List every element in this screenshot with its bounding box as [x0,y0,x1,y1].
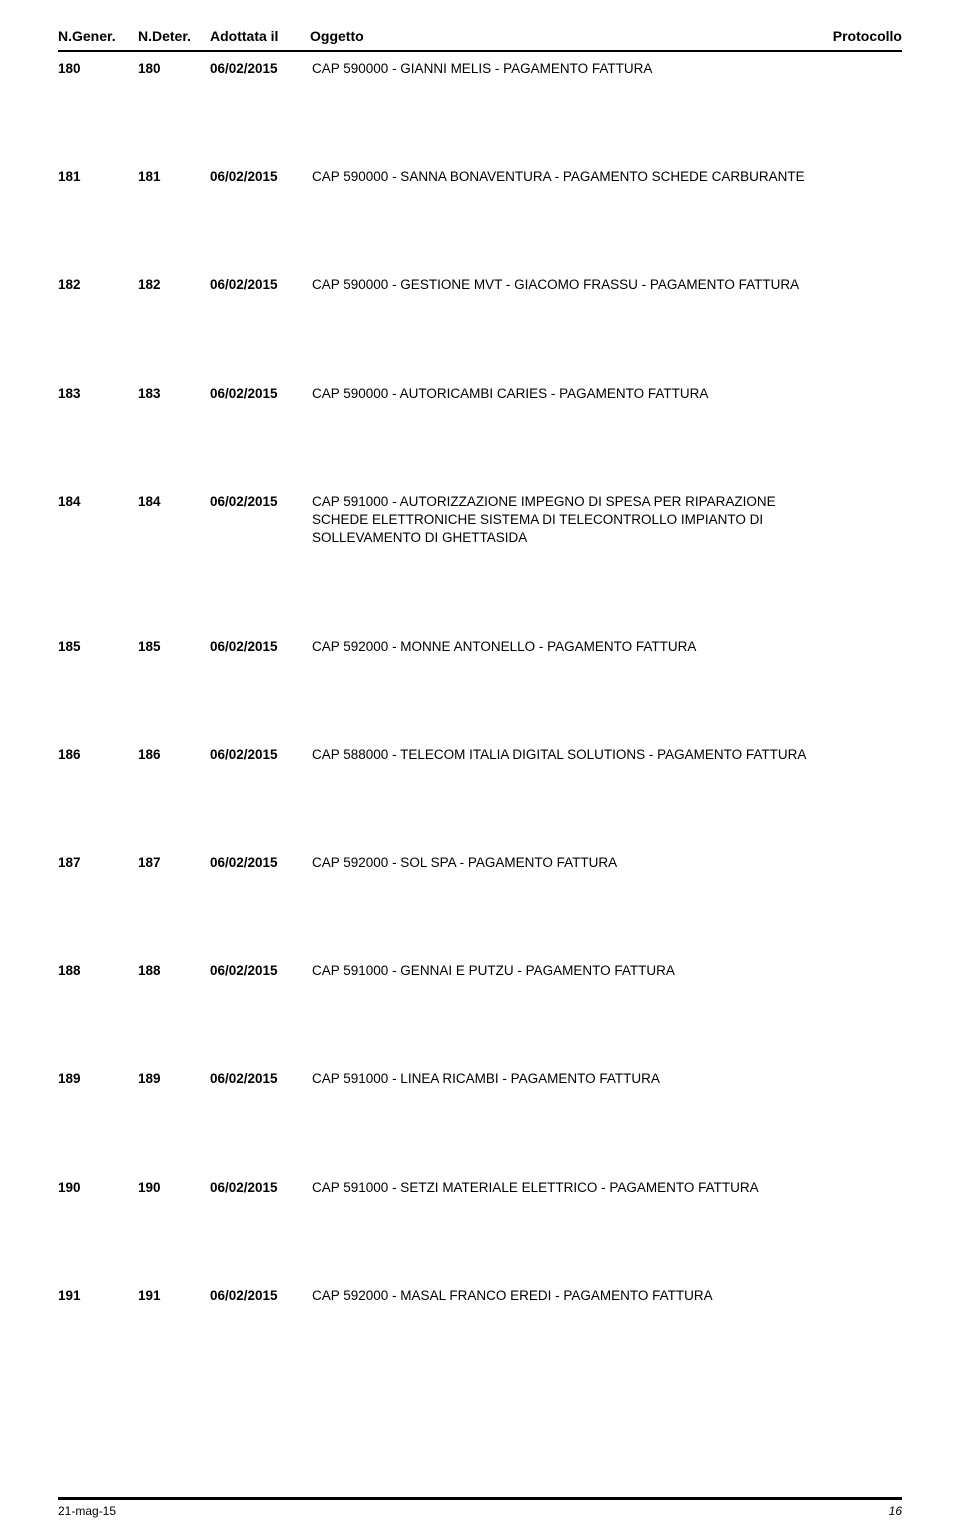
cell-gener: 181 [58,168,138,186]
table-row: 19019006/02/2015CAP 591000 - SETZI MATER… [58,1171,902,1197]
cell-adottata: 06/02/2015 [210,1179,312,1197]
table-row: 18618606/02/2015CAP 588000 - TELECOM ITA… [58,738,902,764]
cell-gener: 183 [58,385,138,403]
cell-gener: 188 [58,962,138,980]
cell-adottata: 06/02/2015 [210,854,312,872]
cell-oggetto: CAP 591000 - GENNAI E PUTZU - PAGAMENTO … [312,962,902,980]
footer-page-number: 16 [889,1504,902,1518]
header-oggetto: Oggetto [310,28,812,44]
cell-gener: 186 [58,746,138,764]
page-footer: 21-mag-15 16 [58,1497,902,1518]
cell-deter: 186 [138,746,210,764]
cell-gener: 184 [58,493,138,548]
table-row: 18018006/02/2015CAP 590000 - GIANNI MELI… [58,52,902,78]
cell-gener: 180 [58,60,138,78]
cell-oggetto: CAP 588000 - TELECOM ITALIA DIGITAL SOLU… [312,746,902,764]
cell-deter: 188 [138,962,210,980]
cell-oggetto: CAP 592000 - SOL SPA - PAGAMENTO FATTURA [312,854,902,872]
cell-oggetto: CAP 591000 - LINEA RICAMBI - PAGAMENTO F… [312,1070,902,1088]
cell-gener: 182 [58,276,138,294]
cell-deter: 183 [138,385,210,403]
cell-deter: 190 [138,1179,210,1197]
cell-adottata: 06/02/2015 [210,60,312,78]
entries-list: 18018006/02/2015CAP 590000 - GIANNI MELI… [58,52,902,1305]
cell-deter: 185 [138,638,210,656]
cell-oggetto: CAP 590000 - GIANNI MELIS - PAGAMENTO FA… [312,60,902,78]
table-row: 18118106/02/2015CAP 590000 - SANNA BONAV… [58,160,902,186]
table-row: 18418406/02/2015CAP 591000 - AUTORIZZAZI… [58,485,902,548]
cell-adottata: 06/02/2015 [210,385,312,403]
table-header: N.Gener. N.Deter. Adottata il Oggetto Pr… [58,28,902,50]
cell-adottata: 06/02/2015 [210,168,312,186]
cell-gener: 190 [58,1179,138,1197]
cell-deter: 191 [138,1287,210,1305]
cell-adottata: 06/02/2015 [210,1070,312,1088]
cell-deter: 181 [138,168,210,186]
table-row: 18818806/02/2015CAP 591000 - GENNAI E PU… [58,954,902,980]
cell-oggetto: CAP 591000 - SETZI MATERIALE ELETTRICO -… [312,1179,902,1197]
cell-gener: 191 [58,1287,138,1305]
cell-gener: 187 [58,854,138,872]
cell-adottata: 06/02/2015 [210,962,312,980]
cell-adottata: 06/02/2015 [210,746,312,764]
header-adottata: Adottata il [210,28,310,44]
table-row: 18218206/02/2015CAP 590000 - GESTIONE MV… [58,268,902,294]
table-row: 18918906/02/2015CAP 591000 - LINEA RICAM… [58,1062,902,1088]
cell-oggetto: CAP 591000 - AUTORIZZAZIONE IMPEGNO DI S… [312,493,902,548]
header-deter: N.Deter. [138,28,210,44]
table-row: 18318306/02/2015CAP 590000 - AUTORICAMBI… [58,377,902,403]
cell-gener: 189 [58,1070,138,1088]
table-row: 18518506/02/2015CAP 592000 - MONNE ANTON… [58,630,902,656]
cell-adottata: 06/02/2015 [210,1287,312,1305]
cell-deter: 180 [138,60,210,78]
header-protocollo: Protocollo [812,28,902,44]
cell-adottata: 06/02/2015 [210,276,312,294]
footer-rule [58,1497,902,1500]
table-row: 18718706/02/2015CAP 592000 - SOL SPA - P… [58,846,902,872]
cell-deter: 184 [138,493,210,548]
cell-adottata: 06/02/2015 [210,493,312,548]
cell-oggetto: CAP 592000 - MASAL FRANCO EREDI - PAGAME… [312,1287,902,1305]
cell-oggetto: CAP 592000 - MONNE ANTONELLO - PAGAMENTO… [312,638,902,656]
cell-oggetto: CAP 590000 - AUTORICAMBI CARIES - PAGAME… [312,385,902,403]
cell-deter: 187 [138,854,210,872]
cell-deter: 182 [138,276,210,294]
cell-gener: 185 [58,638,138,656]
footer-date: 21-mag-15 [58,1504,116,1518]
cell-adottata: 06/02/2015 [210,638,312,656]
cell-deter: 189 [138,1070,210,1088]
cell-oggetto: CAP 590000 - SANNA BONAVENTURA - PAGAMEN… [312,168,902,186]
header-gener: N.Gener. [58,28,138,44]
table-row: 19119106/02/2015CAP 592000 - MASAL FRANC… [58,1279,902,1305]
cell-oggetto: CAP 590000 - GESTIONE MVT - GIACOMO FRAS… [312,276,902,294]
